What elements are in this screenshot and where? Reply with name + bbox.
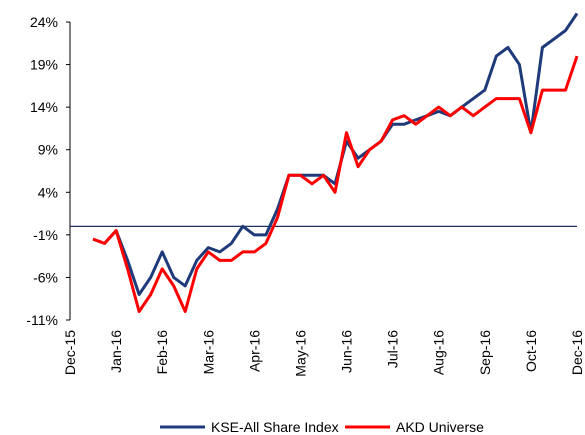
x-tick-label: Sep-16 bbox=[477, 330, 493, 375]
y-tick-label: -1% bbox=[33, 227, 58, 243]
x-tick-label: Apr-16 bbox=[246, 330, 262, 372]
x-tick-label: Jul-16 bbox=[385, 330, 401, 368]
legend-item: AKD Universe bbox=[345, 419, 484, 435]
x-tick-label: Mar-16 bbox=[200, 330, 216, 375]
x-tick-label: Jan-16 bbox=[108, 330, 124, 373]
series-line bbox=[92, 12, 579, 296]
y-tick-label: 19% bbox=[30, 57, 58, 73]
legend-item: KSE-All Share Index bbox=[160, 419, 339, 435]
y-tick-label: -11% bbox=[26, 312, 58, 328]
x-tick-label: Aug-16 bbox=[431, 330, 447, 375]
legend-label: KSE-All Share Index bbox=[211, 419, 339, 435]
legend-label: AKD Universe bbox=[396, 419, 484, 435]
x-tick-label: Dec-16 bbox=[569, 330, 585, 375]
x-tick-label: Oct-16 bbox=[523, 330, 539, 372]
y-tick-label: 4% bbox=[38, 184, 58, 200]
x-tick-label: May-16 bbox=[292, 330, 308, 377]
y-tick-label: 9% bbox=[38, 142, 58, 158]
x-tick-label: Feb-16 bbox=[154, 330, 170, 375]
y-tick-label: -6% bbox=[33, 269, 58, 285]
series-line bbox=[92, 55, 579, 313]
x-tick-label: Dec-15 bbox=[62, 330, 78, 375]
x-tick-label: Jun-16 bbox=[339, 330, 355, 373]
y-tick-label: 24% bbox=[30, 14, 58, 30]
y-tick-label: 14% bbox=[30, 99, 58, 115]
